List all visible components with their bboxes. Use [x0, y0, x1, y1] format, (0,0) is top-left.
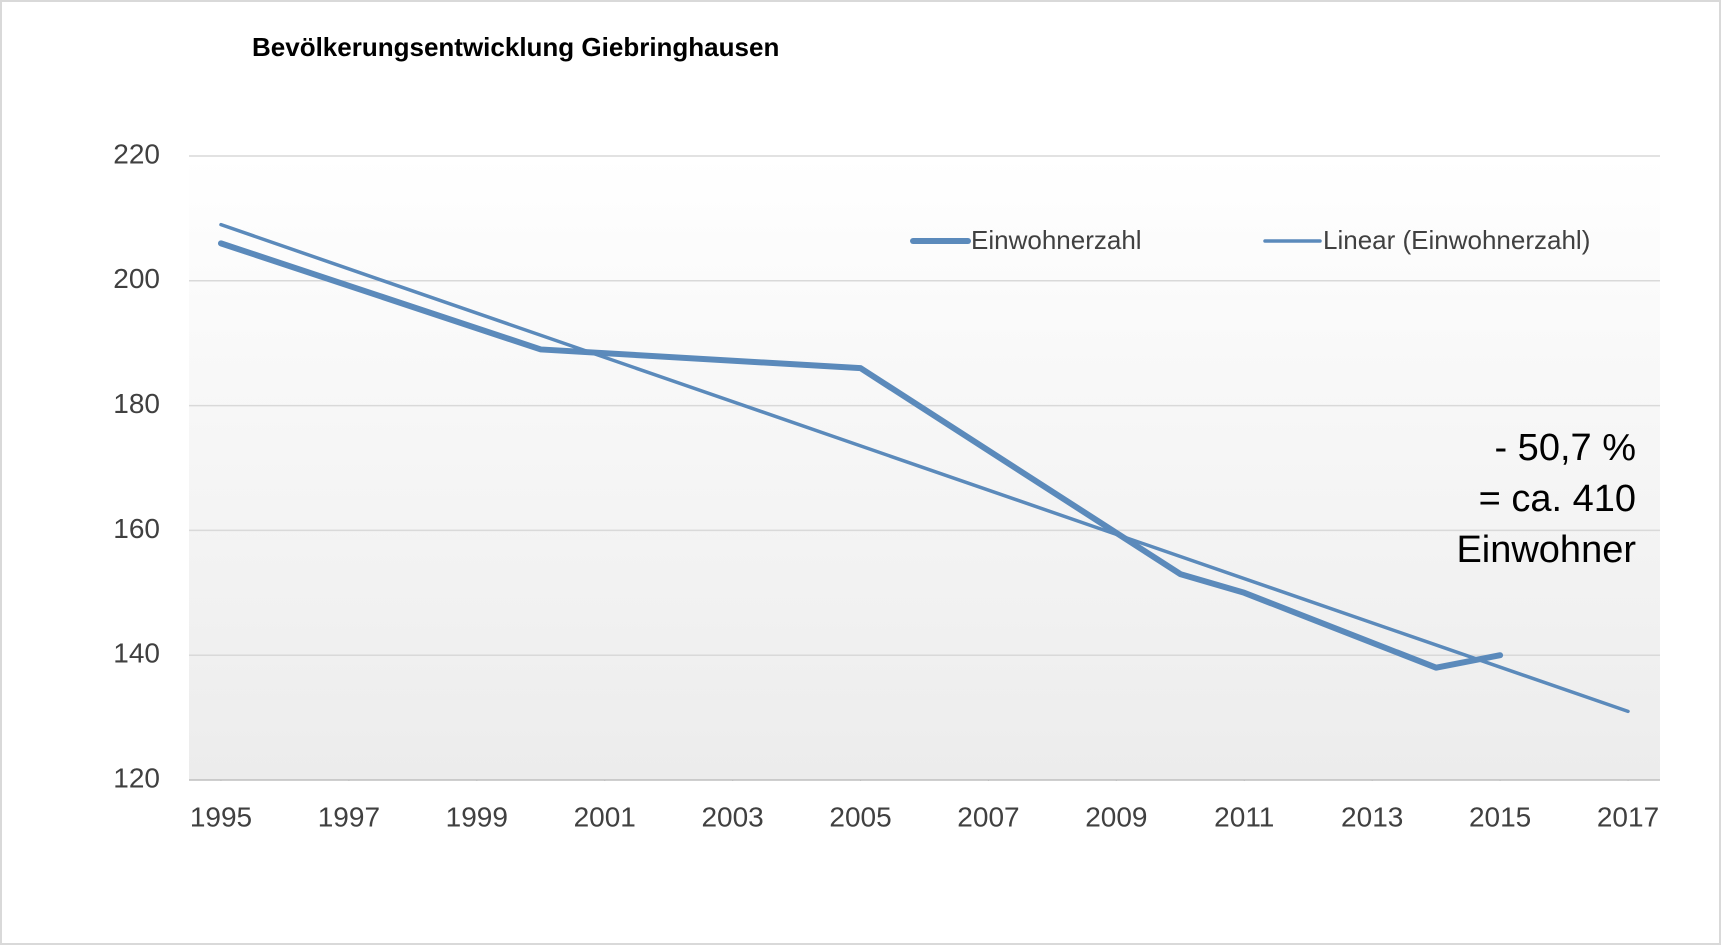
x-tick-label: 2009 [1085, 801, 1147, 832]
chart-title: Bevölkerungsentwicklung Giebringhausen [252, 32, 779, 62]
annotation: Einwohner [1456, 529, 1636, 571]
y-tick-label: 200 [113, 263, 160, 294]
x-tick-label: 1995 [190, 801, 252, 832]
y-tick-label: 140 [113, 638, 160, 669]
y-tick-label: 120 [113, 762, 160, 793]
y-tick-label: 220 [113, 138, 160, 169]
x-tick-label: 1999 [446, 801, 508, 832]
x-tick-label: 2005 [829, 801, 891, 832]
x-tick-label: 2015 [1469, 801, 1531, 832]
y-tick-label: 180 [113, 388, 160, 419]
y-tick-label: 160 [113, 513, 160, 544]
annotation: - 50,7 % [1494, 427, 1636, 469]
annotation: = ca. 410 [1479, 478, 1636, 520]
x-tick-label: 2017 [1597, 801, 1659, 832]
x-tick-label: 2007 [957, 801, 1019, 832]
x-tick-label: 2013 [1341, 801, 1403, 832]
legend-label: Linear (Einwohnerzahl) [1323, 225, 1590, 255]
series-line [217, 240, 1504, 671]
legend-label: Einwohnerzahl [971, 225, 1142, 255]
x-tick-label: 2003 [701, 801, 763, 832]
x-tick-label: 1997 [318, 801, 380, 832]
x-tick-label: 2011 [1214, 801, 1274, 832]
series-line [219, 222, 1630, 714]
x-tick-label: 2001 [574, 801, 636, 832]
